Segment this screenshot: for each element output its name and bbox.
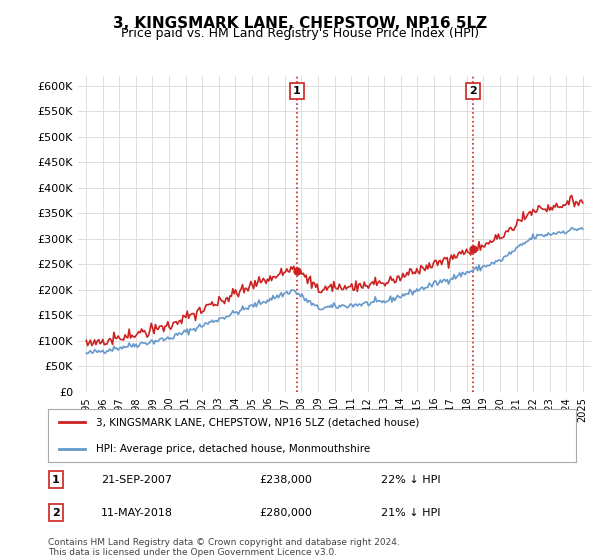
Text: Price paid vs. HM Land Registry's House Price Index (HPI): Price paid vs. HM Land Registry's House … xyxy=(121,27,479,40)
Text: 21% ↓ HPI: 21% ↓ HPI xyxy=(380,508,440,517)
Text: 21-SEP-2007: 21-SEP-2007 xyxy=(101,475,172,484)
Text: £238,000: £238,000 xyxy=(259,475,312,484)
Text: 11-MAY-2018: 11-MAY-2018 xyxy=(101,508,173,517)
Text: 3, KINGSMARK LANE, CHEPSTOW, NP16 5LZ: 3, KINGSMARK LANE, CHEPSTOW, NP16 5LZ xyxy=(113,16,487,31)
Text: 22% ↓ HPI: 22% ↓ HPI xyxy=(380,475,440,484)
Text: 2: 2 xyxy=(469,86,477,96)
Text: 2: 2 xyxy=(52,508,60,517)
Text: Contains HM Land Registry data © Crown copyright and database right 2024.
This d: Contains HM Land Registry data © Crown c… xyxy=(48,538,400,557)
Text: 1: 1 xyxy=(293,86,301,96)
Text: HPI: Average price, detached house, Monmouthshire: HPI: Average price, detached house, Monm… xyxy=(95,444,370,454)
Text: 3, KINGSMARK LANE, CHEPSTOW, NP16 5LZ (detached house): 3, KINGSMARK LANE, CHEPSTOW, NP16 5LZ (d… xyxy=(95,417,419,427)
Text: 1: 1 xyxy=(52,475,60,484)
Text: £280,000: £280,000 xyxy=(259,508,312,517)
